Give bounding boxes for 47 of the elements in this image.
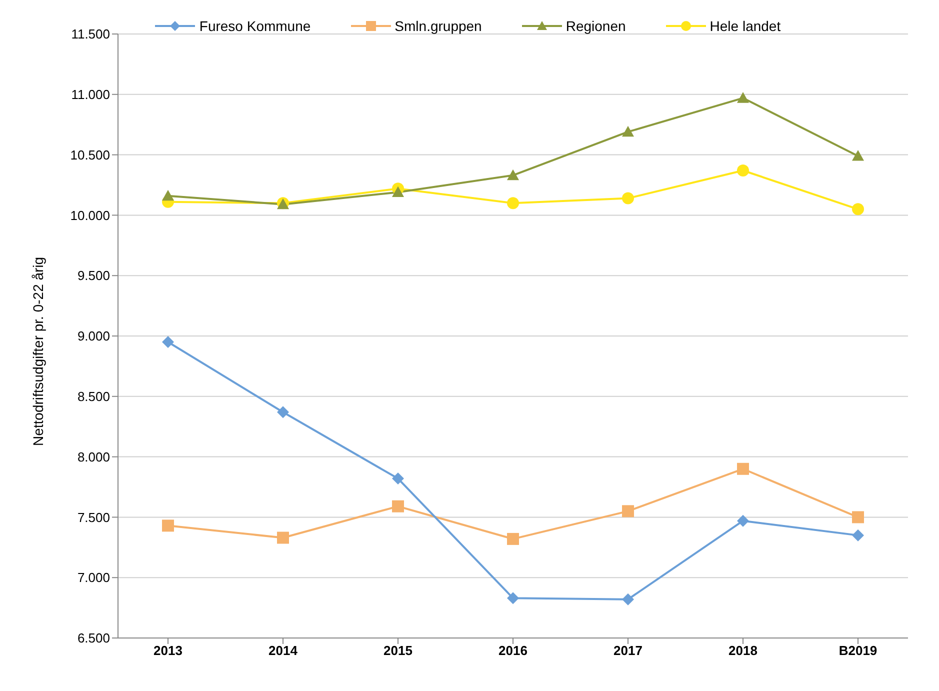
- point: [507, 169, 519, 180]
- point: [392, 500, 404, 512]
- point: [737, 92, 749, 103]
- point: [162, 190, 174, 201]
- point: [507, 532, 519, 545]
- x-tick-label: 2016: [498, 643, 528, 658]
- y-tick-label: 9.500: [77, 268, 110, 284]
- point: [622, 505, 634, 518]
- point: [277, 406, 289, 418]
- y-tick-label: 6.500: [77, 630, 110, 646]
- point: [392, 186, 404, 198]
- point: [737, 164, 749, 177]
- legend-label: Hele landet: [710, 18, 781, 34]
- y-tick-label: 7.000: [77, 570, 110, 586]
- y-tick-label: 9.000: [77, 328, 110, 344]
- point: [852, 150, 864, 161]
- point: [277, 532, 289, 544]
- point: [737, 462, 749, 475]
- y-tick-label: 8.000: [77, 449, 110, 464]
- legend-label: Smln.gruppen: [394, 18, 482, 34]
- point: [507, 592, 519, 604]
- point: [162, 520, 174, 532]
- x-tick-label: 2013: [154, 643, 182, 658]
- point: [852, 511, 864, 524]
- point: [162, 336, 174, 348]
- point: [852, 203, 864, 216]
- y-axis-title: Nettodriftsudgifter pr. 0-22 årig: [30, 256, 46, 446]
- point: [622, 126, 634, 137]
- point: [737, 514, 749, 527]
- x-tick-label: 2018: [728, 643, 758, 658]
- point: [392, 472, 404, 485]
- point: [507, 197, 519, 210]
- x-tick-label: 2017: [614, 643, 642, 658]
- y-tick-label: 7.500: [77, 510, 110, 525]
- y-tick-label: 10.500: [70, 147, 110, 162]
- point: [852, 529, 864, 542]
- legend-label: Fureso Kommune: [199, 18, 311, 34]
- x-tick-label: B2019: [838, 643, 878, 658]
- y-tick-label: 10.000: [70, 208, 110, 223]
- point: [622, 192, 634, 204]
- y-tick-label: 8.500: [77, 389, 110, 404]
- x-tick-label: 2015: [384, 643, 412, 658]
- x-tick-label: 2014: [268, 643, 298, 658]
- point: [622, 593, 634, 606]
- y-tick-label: 11.000: [71, 87, 110, 102]
- y-tick-label: 11.500: [71, 26, 110, 42]
- legend-label: Regionen: [566, 18, 626, 34]
